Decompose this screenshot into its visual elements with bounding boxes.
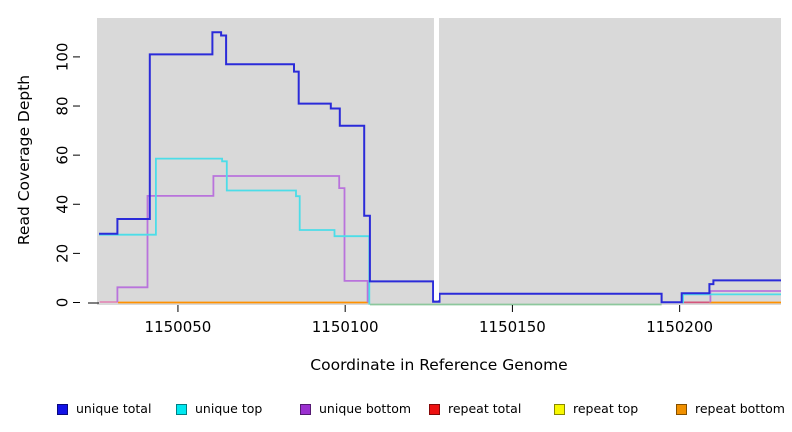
legend-swatch (429, 403, 440, 415)
legend-swatch (176, 403, 187, 415)
legend-item-repeat-top: repeat top (554, 401, 638, 417)
legend-item-repeat-total: repeat total (429, 401, 521, 417)
legend-swatch (300, 403, 311, 415)
legend-label: repeat bottom (695, 401, 785, 416)
legend-item-unique-total: unique total (57, 401, 151, 417)
legend-swatch (57, 403, 68, 415)
x-tick-label: 1150200 (646, 318, 713, 336)
x-tick-label: 1150150 (479, 318, 546, 336)
y-tick-label: 60 (54, 146, 72, 165)
y-tick-label: 80 (54, 96, 72, 115)
legend-label: unique top (195, 401, 263, 416)
legend-item-unique-top: unique top (176, 401, 262, 417)
y-tick-label: 0 (54, 298, 72, 308)
x-axis-label: Coordinate in Reference Genome (310, 356, 568, 374)
legend-item-repeat-bottom: repeat bottom (676, 401, 785, 417)
legend-label: unique bottom (319, 401, 412, 416)
legend-label: unique total (76, 401, 152, 416)
legend-label: repeat top (573, 401, 639, 416)
series-unique-top (99, 157, 371, 305)
legend-label: repeat total (448, 401, 522, 416)
legend-item-unique-bottom: unique bottom (300, 401, 411, 417)
legend-swatch (676, 403, 687, 415)
masked-region (433, 17, 439, 300)
series-unique-total (99, 31, 781, 304)
x-tick-label: 1150100 (312, 318, 379, 336)
y-tick-label: 40 (54, 195, 72, 214)
y-tick-label: 100 (54, 43, 72, 72)
series-unique-top (682, 293, 781, 304)
legend-swatch (554, 403, 565, 415)
y-axis-label: Read Coverage Depth (15, 74, 33, 246)
y-tick-label: 20 (54, 244, 72, 263)
legend: unique total unique top unique bottom repea… (0, 401, 792, 421)
series-unique-bottom (116, 175, 369, 303)
x-tick-label: 1150050 (145, 318, 212, 336)
